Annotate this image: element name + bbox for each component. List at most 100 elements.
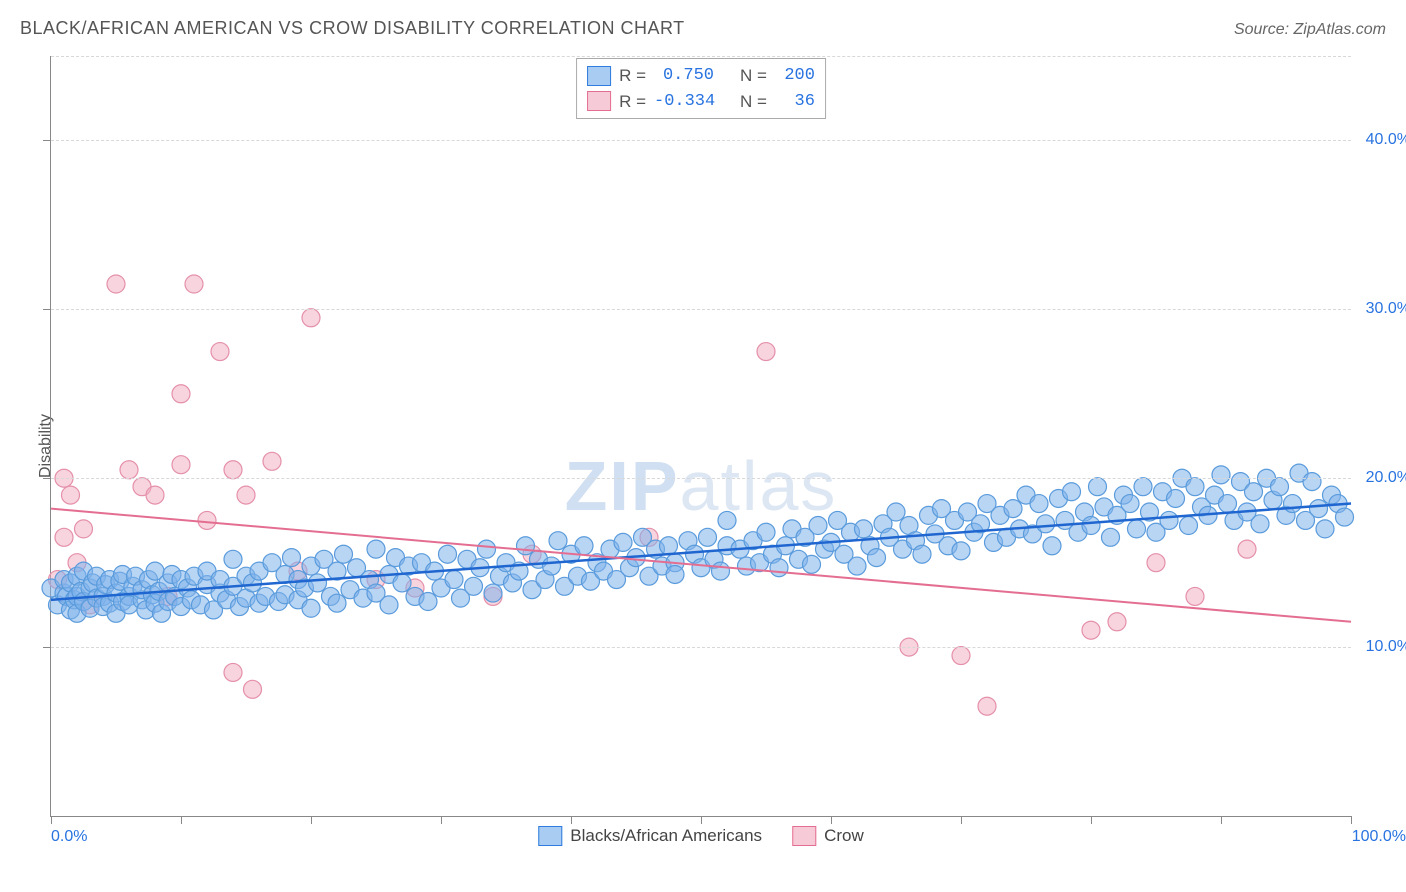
trend-line [51, 504, 1351, 600]
data-point [393, 574, 411, 592]
legend-r-value-pink: -0.334 [654, 89, 714, 115]
x-tick-mark [1351, 816, 1352, 824]
data-point [660, 537, 678, 555]
data-point [224, 550, 242, 568]
data-point [803, 555, 821, 573]
data-point [855, 520, 873, 538]
data-point [211, 343, 229, 361]
data-point [1303, 473, 1321, 491]
data-point [309, 574, 327, 592]
data-point [478, 540, 496, 558]
data-point [1316, 520, 1334, 538]
data-point [445, 571, 463, 589]
data-point [1219, 495, 1237, 513]
data-point [952, 647, 970, 665]
x-tick-mark [51, 816, 52, 824]
data-point [302, 309, 320, 327]
data-point [1121, 495, 1139, 513]
series-legend-pink-label: Crow [824, 826, 864, 846]
data-point [237, 486, 255, 504]
legend-r-value-blue: 0.750 [654, 63, 714, 89]
data-point [952, 542, 970, 560]
legend-swatch-pink [587, 91, 611, 111]
x-axis-max-label: 100.0% [1352, 828, 1406, 846]
data-point [770, 559, 788, 577]
data-point [1089, 478, 1107, 496]
data-point [484, 584, 502, 602]
legend-swatch-blue [538, 826, 562, 846]
data-point [302, 599, 320, 617]
data-point [757, 343, 775, 361]
data-point [718, 511, 736, 529]
gridline [51, 140, 1351, 141]
x-tick-mark [441, 816, 442, 824]
series-legend-blue: Blacks/African Americans [538, 826, 762, 846]
data-point [328, 594, 346, 612]
data-point [198, 511, 216, 529]
data-point [1160, 511, 1178, 529]
legend-swatch-blue [587, 66, 611, 86]
data-point [1128, 520, 1146, 538]
y-tick-mark [43, 647, 51, 648]
x-tick-mark [181, 816, 182, 824]
x-tick-mark [571, 816, 572, 824]
data-point [465, 577, 483, 595]
data-point [1043, 537, 1061, 555]
data-point [185, 275, 203, 293]
data-point [1284, 495, 1302, 513]
data-point [439, 545, 457, 563]
data-point [1147, 554, 1165, 572]
data-point [1037, 515, 1055, 533]
x-tick-mark [1221, 816, 1222, 824]
data-point [1245, 483, 1263, 501]
data-point [614, 533, 632, 551]
data-point [712, 562, 730, 580]
y-tick-mark [43, 140, 51, 141]
data-point [978, 697, 996, 715]
data-point [757, 523, 775, 541]
data-point [55, 528, 73, 546]
chart-header: BLACK/AFRICAN AMERICAN VS CROW DISABILIT… [20, 18, 1386, 39]
data-point [107, 275, 125, 293]
data-point [1251, 515, 1269, 533]
data-point [1082, 621, 1100, 639]
data-point [1102, 528, 1120, 546]
data-point [913, 545, 931, 563]
data-point [120, 461, 138, 479]
series-legend: Blacks/African Americans Crow [538, 826, 863, 846]
data-point [868, 549, 886, 567]
data-point [62, 486, 80, 504]
x-tick-mark [701, 816, 702, 824]
legend-r-label: R = [619, 89, 646, 115]
legend-swatch-pink [792, 826, 816, 846]
data-point [1108, 613, 1126, 631]
legend-r-label: R = [619, 63, 646, 89]
data-point [367, 540, 385, 558]
data-point [263, 452, 281, 470]
data-point [1310, 500, 1328, 518]
chart-title: BLACK/AFRICAN AMERICAN VS CROW DISABILIT… [20, 18, 685, 39]
data-point [335, 545, 353, 563]
series-legend-pink: Crow [792, 826, 864, 846]
data-point [172, 456, 190, 474]
data-point [1186, 478, 1204, 496]
y-tick-mark [43, 478, 51, 479]
x-tick-mark [831, 816, 832, 824]
y-tick-label: 20.0% [1356, 469, 1406, 487]
data-point [75, 520, 93, 538]
data-point [699, 528, 717, 546]
legend-n-value-pink: 36 [775, 89, 815, 115]
plot-area: ZIPatlas R = 0.750 N = 200 R = -0.334 N … [50, 56, 1351, 817]
data-point [172, 385, 190, 403]
gridline [51, 309, 1351, 310]
x-axis-min-label: 0.0% [51, 828, 87, 846]
y-tick-mark [43, 309, 51, 310]
data-point [419, 593, 437, 611]
gridline [51, 56, 1351, 57]
data-point [1030, 495, 1048, 513]
data-point [1180, 517, 1198, 535]
gridline [51, 647, 1351, 648]
chart-svg [51, 56, 1351, 816]
data-point [146, 486, 164, 504]
data-point [224, 663, 242, 681]
